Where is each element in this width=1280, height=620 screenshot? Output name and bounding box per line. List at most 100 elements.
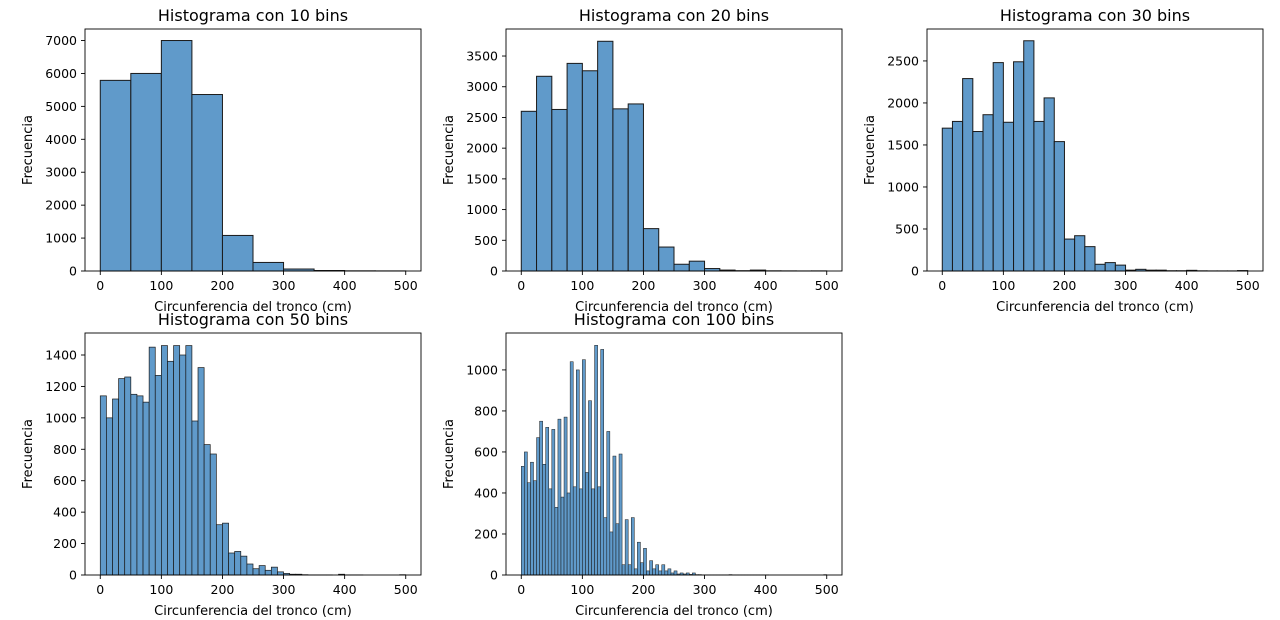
y-tick-label: 1000 (45, 410, 77, 425)
x-tick-label: 200 (632, 278, 656, 293)
histogram-bar (536, 75, 553, 272)
histogram-bar (524, 451, 528, 576)
x-tick-label: 500 (394, 582, 418, 597)
histogram-bar (563, 416, 568, 576)
histogram-bar (627, 103, 644, 272)
histogram-bar (612, 108, 629, 272)
x-tick-label: 300 (1114, 278, 1138, 293)
histogram-bar (621, 564, 626, 576)
y-tick-label: 2000 (887, 95, 919, 110)
y-tick-label: 0 (490, 264, 498, 279)
x-tick-label: 0 (938, 278, 946, 293)
histogram-bar (1104, 262, 1116, 272)
x-tick-label: 400 (333, 582, 357, 597)
histogram-bar (161, 345, 168, 576)
histogram-bar (228, 552, 236, 576)
x-tick-label: 100 (149, 278, 173, 293)
y-tick-label: 600 (53, 473, 77, 488)
y-tick-label: 800 (53, 442, 77, 457)
histogram-bar (554, 507, 559, 576)
histogram-bar (1094, 263, 1106, 272)
y-tick-label: 2000 (45, 198, 77, 213)
x-tick-label: 100 (570, 582, 594, 597)
y-tick-label: 600 (474, 444, 498, 459)
y-tick-label: 2500 (466, 110, 498, 125)
histogram-bar (191, 94, 223, 272)
y-tick-label: 4000 (45, 132, 77, 147)
histogram-bar (594, 345, 598, 576)
histogram-bar (1033, 120, 1045, 272)
histogram-bar (941, 127, 953, 272)
x-tick-label: 300 (272, 582, 296, 597)
y-tick-label: 1000 (887, 179, 919, 194)
histogram-panel-1: 0 100 200 300 400 500010002000300040005000600… (21, 6, 422, 315)
histogram-bar (658, 570, 663, 576)
histogram-bar (160, 40, 193, 272)
histogram-bar (579, 488, 583, 576)
y-tick-label: 0 (69, 264, 77, 279)
histogram-bar (99, 79, 132, 272)
histogram-bar (203, 444, 211, 576)
histogram-bar (618, 453, 623, 576)
histogram-bar (215, 524, 223, 576)
x-tick-label: 300 (693, 582, 717, 597)
histogram-bar (582, 359, 586, 576)
histogram-bar (222, 522, 229, 576)
histogram-bar (112, 398, 119, 576)
histogram-bar (642, 228, 660, 272)
histogram-bar (258, 565, 266, 576)
histogram-bar (1002, 121, 1015, 272)
histogram-bar (597, 40, 614, 272)
histogram-bar (637, 541, 641, 576)
histogram-bar (209, 453, 217, 576)
histogram-bar (536, 437, 540, 576)
histogram-bar (197, 367, 205, 576)
y-tick-label: 1000 (45, 231, 77, 246)
histogram-bar (603, 517, 608, 576)
histogram-bar (951, 120, 964, 272)
histogram-bar (1114, 264, 1127, 272)
x-tick-label: 500 (815, 278, 839, 293)
histogram-bar (252, 261, 285, 272)
y-tick-label: 200 (474, 526, 498, 541)
x-axis-label: Circunferencia del tronco (cm) (154, 300, 352, 315)
x-tick-label: 0 (96, 582, 104, 597)
y-axis-label: Frecuencia (21, 419, 36, 489)
histogram-bar (136, 395, 144, 576)
x-tick-label: 400 (333, 278, 357, 293)
chart-title: Histograma con 10 bins (158, 6, 348, 25)
histogram-panel-4: 0 100 200 300 400 500 0 200 400 600 800 1000 1200 140… (21, 310, 422, 619)
y-tick-label: 2000 (466, 141, 498, 156)
histogram-bar (566, 62, 583, 272)
histogram-bar (1074, 235, 1086, 272)
histogram-bar (597, 486, 601, 576)
y-tick-label: 2500 (887, 53, 919, 68)
histogram-bar (548, 488, 553, 576)
y-axis-label: Frecuencia (442, 115, 457, 185)
histogram-bar (142, 401, 150, 576)
x-tick-label: 200 (632, 582, 656, 597)
y-tick-label: 1500 (887, 137, 919, 152)
histogram-bar (124, 376, 132, 576)
y-tick-label: 6000 (45, 66, 77, 81)
histogram-bar (652, 568, 656, 576)
histogram-bar (99, 395, 107, 576)
y-tick-label: 400 (474, 485, 498, 500)
histogram-panel-5: 0 100 200 300 400 500 0 200 400 600 800 1000 Histogr… (442, 310, 843, 619)
histogram-bar (630, 517, 635, 576)
histogram-bar (240, 555, 248, 576)
histogram-bar (982, 114, 994, 272)
histogram-bar (234, 551, 242, 576)
y-tick-label: 800 (474, 403, 498, 418)
x-tick-label: 200 (211, 582, 235, 597)
x-axis-label: Circunferencia del tronco (cm) (996, 300, 1194, 315)
histogram-bar (1043, 97, 1055, 272)
y-tick-label: 0 (911, 264, 919, 279)
histogram-bar (1013, 61, 1025, 272)
y-tick-label: 200 (53, 536, 77, 551)
x-tick-label: 500 (815, 582, 839, 597)
x-tick-label: 400 (1175, 278, 1199, 293)
y-tick-label: 500 (474, 233, 498, 248)
y-tick-label: 500 (895, 221, 919, 236)
